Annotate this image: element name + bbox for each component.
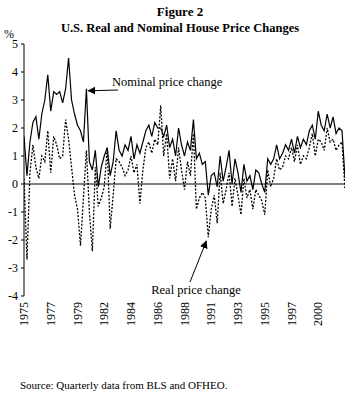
x-tick-label: 2000 xyxy=(311,302,325,326)
x-tick-label: 1984 xyxy=(124,302,138,326)
title: Figure 2 xyxy=(157,4,203,19)
series-line xyxy=(24,106,345,260)
x-tick-label: 1979 xyxy=(71,302,85,326)
annotation-arrow xyxy=(88,90,118,92)
y-tick xyxy=(21,240,24,241)
y-tick-label: 4 xyxy=(12,65,18,79)
x-tick-label: 1975 xyxy=(17,302,31,326)
y-tick xyxy=(21,72,24,73)
annotation: Real price change xyxy=(151,283,241,297)
y-tick xyxy=(21,212,24,213)
y-tick xyxy=(21,44,24,45)
zero-line xyxy=(24,184,345,185)
y-tick-label: 2 xyxy=(12,121,18,135)
x-tick-label: 1991 xyxy=(204,302,218,326)
y-tick-label: -3 xyxy=(8,261,18,275)
y-tick-label: 1 xyxy=(12,149,18,163)
y-tick xyxy=(21,128,24,129)
y-tick-label: -2 xyxy=(8,233,18,247)
chart: Figure 2 U.S. Real and Nominal House Pric… xyxy=(0,0,360,395)
annotation: Nominal price change xyxy=(112,75,223,89)
plot-lines xyxy=(24,58,345,260)
x-tick-label: 1986 xyxy=(151,302,165,326)
x-tick-label: 1995 xyxy=(258,302,272,326)
annotation-arrow xyxy=(190,241,206,282)
y-tick-label: -1 xyxy=(8,205,18,219)
subtitle: U.S. Real and Nominal House Price Change… xyxy=(61,21,299,35)
y-tick-label: 0 xyxy=(12,177,18,191)
x-tick-label: 1982 xyxy=(97,302,111,326)
x-tick-label: 1988 xyxy=(178,302,192,326)
y-tick-label: 3 xyxy=(12,93,18,107)
x-tick-label: 1977 xyxy=(44,302,58,326)
source-note: Source: Quarterly data from BLS and OFHE… xyxy=(20,379,228,391)
y-tick xyxy=(21,100,24,101)
x-tick-label: 1997 xyxy=(285,302,299,326)
y-axis xyxy=(24,44,25,296)
y-tick-label: -4 xyxy=(8,289,18,303)
x-tick-label: 1993 xyxy=(231,302,245,326)
y-tick xyxy=(21,184,24,185)
y-tick xyxy=(21,296,24,297)
y-tick-label: 5 xyxy=(12,37,18,51)
y-tick xyxy=(21,268,24,269)
y-tick xyxy=(21,156,24,157)
series-line xyxy=(24,58,345,195)
